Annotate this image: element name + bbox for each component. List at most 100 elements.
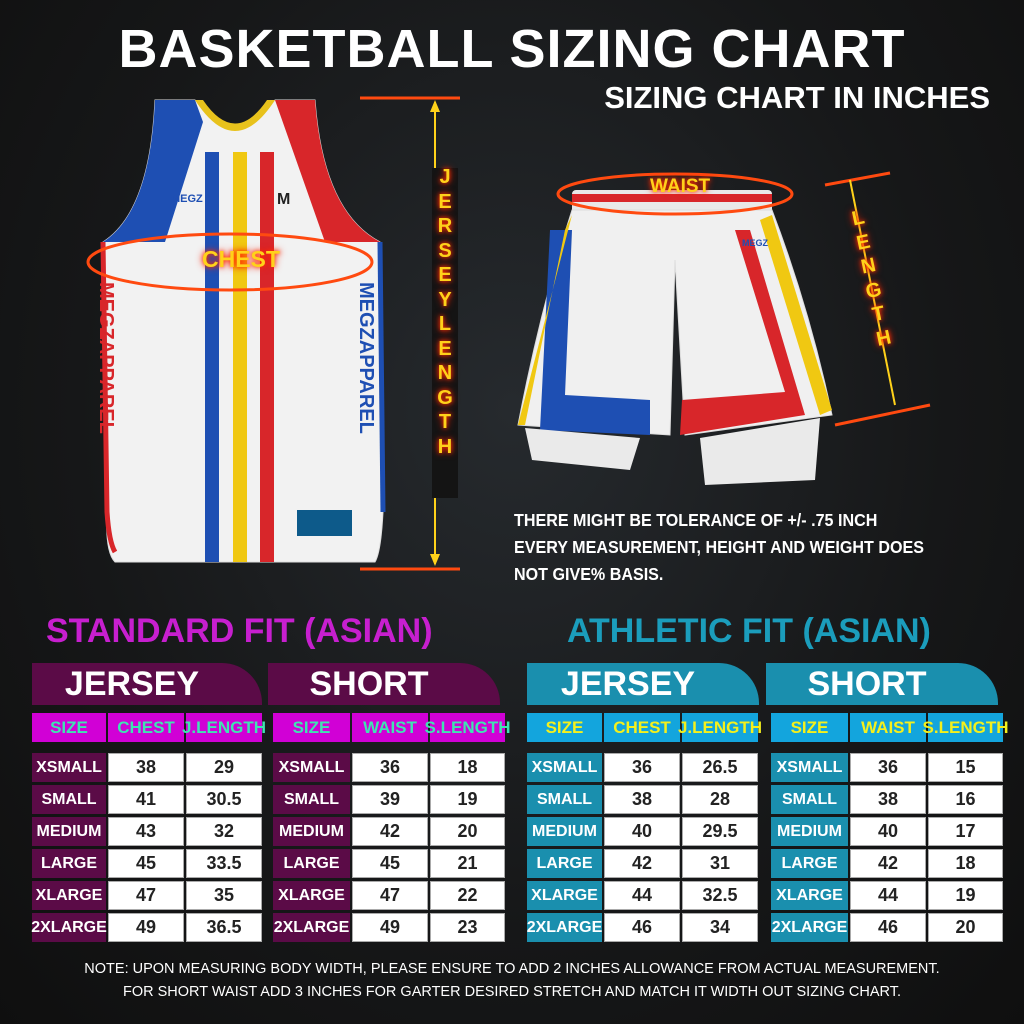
standard-short-value-cell: 47 [352,881,428,910]
standard-jersey-banner: JERSEY [32,663,262,705]
athletic-short-column-header: S.LENGTH [923,713,1008,742]
athletic-jersey-value-cell: 36 [604,753,680,782]
standard-jersey-value-cell: 47 [108,881,184,910]
athletic-jersey-column-header: SIZE [527,713,602,742]
standard-short-column-header: WAIST [352,713,428,742]
standard-short-size-cell: LARGE [273,849,350,878]
athletic-short-value-cell: 17 [928,817,1003,846]
athletic-short-value-cell: 18 [928,849,1003,878]
jersey-illustration: MEGZ M MEGZAPPAREL MEGZAPPAREL [86,99,386,563]
label-letter: E [438,264,452,286]
standard-jersey-column-header: SIZE [32,713,106,742]
athletic-short-value-cell: 16 [928,785,1003,814]
athletic-short-size-cell: XLARGE [771,881,848,910]
standard-short-value-cell: 22 [430,881,505,910]
shorts-length-arrow [824,171,931,427]
athletic-short-size-cell: LARGE [771,849,848,878]
athletic-jersey-value-cell: 32.5 [682,881,758,910]
label-letter: L [438,313,452,335]
standard-jersey-size-cell: XSMALL [32,753,106,782]
athletic-short-value-cell: 15 [928,753,1003,782]
label-letter: E [438,337,452,360]
label-letter: E [438,190,452,213]
standard-short-value-cell: 23 [430,913,505,942]
svg-text:MEGZAPPAREL: MEGZAPPAREL [355,282,377,434]
standard-jersey-size-cell: XLARGE [32,881,106,910]
athletic-short-size-cell: MEDIUM [771,817,848,846]
athletic-short-value-cell: 40 [850,817,926,846]
waist-label: WAIST [650,176,711,197]
athletic-jersey-value-cell: 38 [604,785,680,814]
label-letter: S [438,239,452,262]
athletic-jersey-value-cell: 31 [682,849,758,878]
standard-short-size-cell: SMALL [273,785,350,814]
footer-note-line: FOR SHORT WAIST ADD 3 INCHES FOR GARTER … [123,984,901,1000]
standard-jersey-size-cell: MEDIUM [32,817,106,846]
standard-jersey-value-cell: 41 [108,785,184,814]
standard-short-value-cell: 42 [352,817,428,846]
standard-short-size-cell: MEDIUM [273,817,350,846]
athletic-short-value-cell: 20 [928,913,1003,942]
athletic-jersey-size-cell: XSMALL [527,753,602,782]
label-letter: J [439,166,451,188]
standard-jersey-value-cell: 30.5 [186,785,262,814]
label-letter: G [863,277,884,303]
athletic-jersey-value-cell: 40 [604,817,680,846]
athletic-jersey-size-cell: LARGE [527,849,602,878]
athletic-short-value-cell: 42 [850,849,926,878]
athletic-short-value-cell: 38 [850,785,926,814]
athletic-jersey-value-cell: 46 [604,913,680,942]
label-letter: T [870,302,887,327]
label-letter: T [438,411,452,433]
standard-jersey-value-cell: 32 [186,817,262,846]
athletic-short-size-cell: SMALL [771,785,848,814]
athletic-jersey-column-header: CHEST [604,713,680,742]
standard-jersey-size-cell: 2XLARGE [31,913,107,942]
label-letter: G [437,386,453,409]
athletic-short-size-cell: 2XLARGE [771,913,848,942]
standard-short-value-cell: 20 [430,817,505,846]
label-letter: H [874,325,894,351]
athletic-jersey-size-cell: 2XLARGE [527,913,602,942]
standard-short-size-cell: XLARGE [273,881,350,910]
label-letter: E [854,230,873,255]
standard-short-column-header: SIZE [273,713,350,742]
tolerance-line: NOT GIVE% BASIS. [514,564,664,584]
athletic-short-value-cell: 46 [850,913,926,942]
athletic-jersey-size-cell: MEDIUM [527,817,602,846]
athletic-short-column-header: WAIST [850,713,926,742]
standard-short-value-cell: 18 [430,753,505,782]
standard-short-column-header: S.LENGTH [425,713,510,742]
standard-jersey-column-header: J.LENGTH [182,713,266,742]
athletic-short-value-cell: 44 [850,881,926,910]
standard-short-value-cell: 21 [430,849,505,878]
standard-short-banner: SHORT [268,663,500,705]
athletic-jersey-value-cell: 44 [604,881,680,910]
brand-logo: MEGZ [171,193,203,205]
athletic-jersey-banner: JERSEY [527,663,759,705]
standard-short-value-cell: 39 [352,785,428,814]
page-title: BASKETBALL SIZING CHART [118,19,906,79]
standard-short-size-cell: XSMALL [273,753,350,782]
footer-note-line: NOTE: UPON MEASURING BODY WIDTH, PLEASE … [84,961,940,977]
athletic-jersey-value-cell: 26.5 [682,753,758,782]
label-letter: H [437,435,453,458]
chest-measure-ellipse [86,232,374,292]
label-letter: R [437,215,453,237]
athletic-short-size-cell: XSMALL [771,753,848,782]
standard-short-value-cell: 49 [352,913,428,942]
athletic-jersey-size-cell: SMALL [527,785,602,814]
standard-jersey-value-cell: 36.5 [186,913,262,942]
standard-jersey-value-cell: 45 [108,849,184,878]
standard-short-size-cell: 2XLARGE [273,913,350,942]
athletic-short-banner: SHORT [766,663,998,705]
standard-jersey-value-cell: 43 [108,817,184,846]
label-letter: L [849,206,867,231]
athletic-jersey-value-cell: 29.5 [682,817,758,846]
footer-note: NOTE: UPON MEASURING BODY WIDTH, PLEASE … [0,958,1024,1004]
tolerance-note: THERE MIGHT BE TOLERANCE OF +/- .75 INCH… [514,507,924,588]
athletic-jersey-value-cell: 34 [682,913,758,942]
label-letter: Y [438,288,452,311]
athletic-jersey-value-cell: 42 [604,849,680,878]
